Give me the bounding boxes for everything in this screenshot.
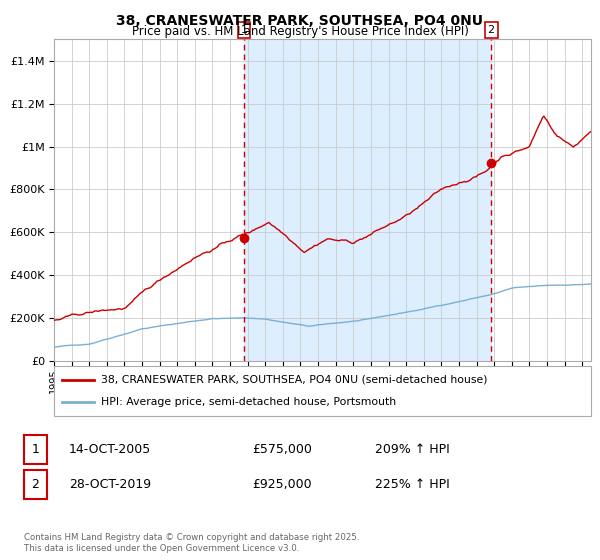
Text: £925,000: £925,000 <box>252 478 311 491</box>
Text: Price paid vs. HM Land Registry's House Price Index (HPI): Price paid vs. HM Land Registry's House … <box>131 25 469 38</box>
Text: 1: 1 <box>241 25 247 35</box>
Text: 2: 2 <box>488 25 495 35</box>
Bar <box>244 39 491 361</box>
Text: Contains HM Land Registry data © Crown copyright and database right 2025.
This d: Contains HM Land Registry data © Crown c… <box>24 533 359 553</box>
Text: £575,000: £575,000 <box>252 442 312 456</box>
Text: 209% ↑ HPI: 209% ↑ HPI <box>375 442 450 456</box>
Text: 225% ↑ HPI: 225% ↑ HPI <box>375 478 450 491</box>
FancyBboxPatch shape <box>54 366 591 416</box>
Text: 2: 2 <box>31 478 40 491</box>
Text: 1: 1 <box>31 442 40 456</box>
Text: 38, CRANESWATER PARK, SOUTHSEA, PO4 0NU: 38, CRANESWATER PARK, SOUTHSEA, PO4 0NU <box>116 14 484 28</box>
Text: HPI: Average price, semi-detached house, Portsmouth: HPI: Average price, semi-detached house,… <box>101 397 397 407</box>
Text: 28-OCT-2019: 28-OCT-2019 <box>69 478 151 491</box>
Text: 14-OCT-2005: 14-OCT-2005 <box>69 442 151 456</box>
Text: 38, CRANESWATER PARK, SOUTHSEA, PO4 0NU (semi-detached house): 38, CRANESWATER PARK, SOUTHSEA, PO4 0NU … <box>101 375 488 385</box>
